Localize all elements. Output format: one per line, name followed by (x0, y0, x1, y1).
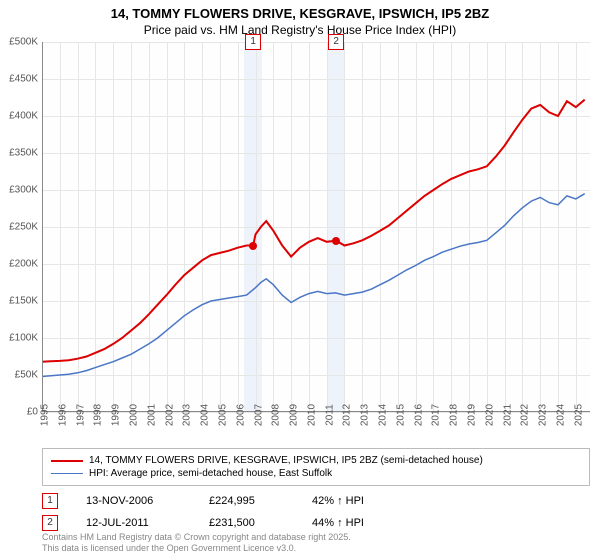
x-axis-tick-label: 2016 (413, 404, 424, 426)
x-axis-tick-label: 2004 (200, 404, 211, 426)
x-axis-tick-label: 2021 (502, 404, 513, 426)
x-axis-tick-label: 2010 (306, 404, 317, 426)
legend-swatch-series2 (51, 473, 83, 475)
legend-row-series1: 14, TOMMY FLOWERS DRIVE, KESGRAVE, IPSWI… (51, 454, 581, 467)
sale-index-box: 1 (42, 493, 58, 509)
series-line-hpi (42, 194, 585, 377)
x-axis-tick-label: 2020 (484, 404, 495, 426)
x-axis-tick-label: 2012 (342, 404, 353, 426)
x-axis-tick-label: 2011 (324, 404, 335, 426)
y-axis-tick-label: £50K (0, 370, 38, 381)
legend-box: 14, TOMMY FLOWERS DRIVE, KESGRAVE, IPSWI… (42, 448, 590, 486)
sale-point-dot (332, 237, 340, 245)
x-axis-tick-label: 2001 (146, 404, 157, 426)
y-axis-tick-label: £400K (0, 111, 38, 122)
x-axis-tick-label: 2006 (235, 404, 246, 426)
line-series-svg (42, 42, 590, 412)
footer-line2: This data is licensed under the Open Gov… (42, 543, 351, 554)
sale-date: 12-JUL-2011 (86, 517, 181, 529)
legend-swatch-series1 (51, 460, 83, 462)
y-axis-tick-label: £250K (0, 222, 38, 233)
y-axis-tick-label: £100K (0, 333, 38, 344)
sale-index-box: 2 (42, 515, 58, 531)
x-axis-tick-label: 1999 (111, 404, 122, 426)
x-axis-tick-label: 2007 (253, 404, 264, 426)
y-axis-tick-label: £450K (0, 74, 38, 85)
y-axis-tick-label: £200K (0, 259, 38, 270)
x-axis-tick-label: 2008 (271, 404, 282, 426)
chart-container: 14, TOMMY FLOWERS DRIVE, KESGRAVE, IPSWI… (0, 0, 600, 560)
sale-hpi-diff: 44% ↑ HPI (312, 517, 402, 529)
footer-attribution: Contains HM Land Registry data © Crown c… (42, 532, 351, 554)
y-axis-tick-label: £300K (0, 185, 38, 196)
y-axis-tick-label: £500K (0, 37, 38, 48)
x-axis-tick-label: 2009 (289, 404, 300, 426)
x-axis-tick-label: 2013 (360, 404, 371, 426)
x-axis-tick-label: 2003 (182, 404, 193, 426)
x-axis-tick-label: 2015 (395, 404, 406, 426)
x-axis-tick-label: 2022 (520, 404, 531, 426)
sales-row: 2 12-JUL-2011 £231,500 44% ↑ HPI (42, 512, 402, 534)
plot-area: 12 £0£50K£100K£150K£200K£250K£300K£350K£… (42, 42, 590, 412)
y-axis-tick-label: £150K (0, 296, 38, 307)
chart-title-line2: Price paid vs. HM Land Registry's House … (0, 23, 600, 41)
footer-line1: Contains HM Land Registry data © Crown c… (42, 532, 351, 543)
x-axis-tick-label: 1995 (40, 404, 51, 426)
sale-price: £231,500 (209, 517, 284, 529)
sale-price: £224,995 (209, 495, 284, 507)
sale-date: 13-NOV-2006 (86, 495, 181, 507)
x-axis-tick-label: 1998 (93, 404, 104, 426)
sale-point-dot (249, 242, 257, 250)
sale-marker: 2 (328, 34, 344, 50)
y-axis-tick-label: £350K (0, 148, 38, 159)
x-axis-tick-label: 2024 (555, 404, 566, 426)
x-axis-tick-label: 2002 (164, 404, 175, 426)
x-axis-tick-label: 2025 (573, 404, 584, 426)
x-axis-tick-label: 2005 (217, 404, 228, 426)
sale-marker: 1 (245, 34, 261, 50)
legend-label-series1: 14, TOMMY FLOWERS DRIVE, KESGRAVE, IPSWI… (89, 455, 483, 466)
x-axis-tick-label: 2023 (538, 404, 549, 426)
x-axis-tick-label: 2018 (449, 404, 460, 426)
sales-row: 1 13-NOV-2006 £224,995 42% ↑ HPI (42, 490, 402, 512)
legend-row-series2: HPI: Average price, semi-detached house,… (51, 467, 581, 480)
x-axis-tick-label: 1996 (57, 404, 68, 426)
x-axis-tick-label: 2014 (378, 404, 389, 426)
legend-label-series2: HPI: Average price, semi-detached house,… (89, 468, 332, 479)
x-axis-tick-label: 2017 (431, 404, 442, 426)
sales-table: 1 13-NOV-2006 £224,995 42% ↑ HPI 2 12-JU… (42, 490, 402, 534)
x-axis-tick-label: 2000 (128, 404, 139, 426)
chart-title-line1: 14, TOMMY FLOWERS DRIVE, KESGRAVE, IPSWI… (0, 0, 600, 23)
x-axis-tick-label: 2019 (467, 404, 478, 426)
x-axis-tick-label: 1997 (75, 404, 86, 426)
y-axis-tick-label: £0 (0, 407, 38, 418)
sale-hpi-diff: 42% ↑ HPI (312, 495, 402, 507)
series-line-price_paid (42, 100, 585, 362)
